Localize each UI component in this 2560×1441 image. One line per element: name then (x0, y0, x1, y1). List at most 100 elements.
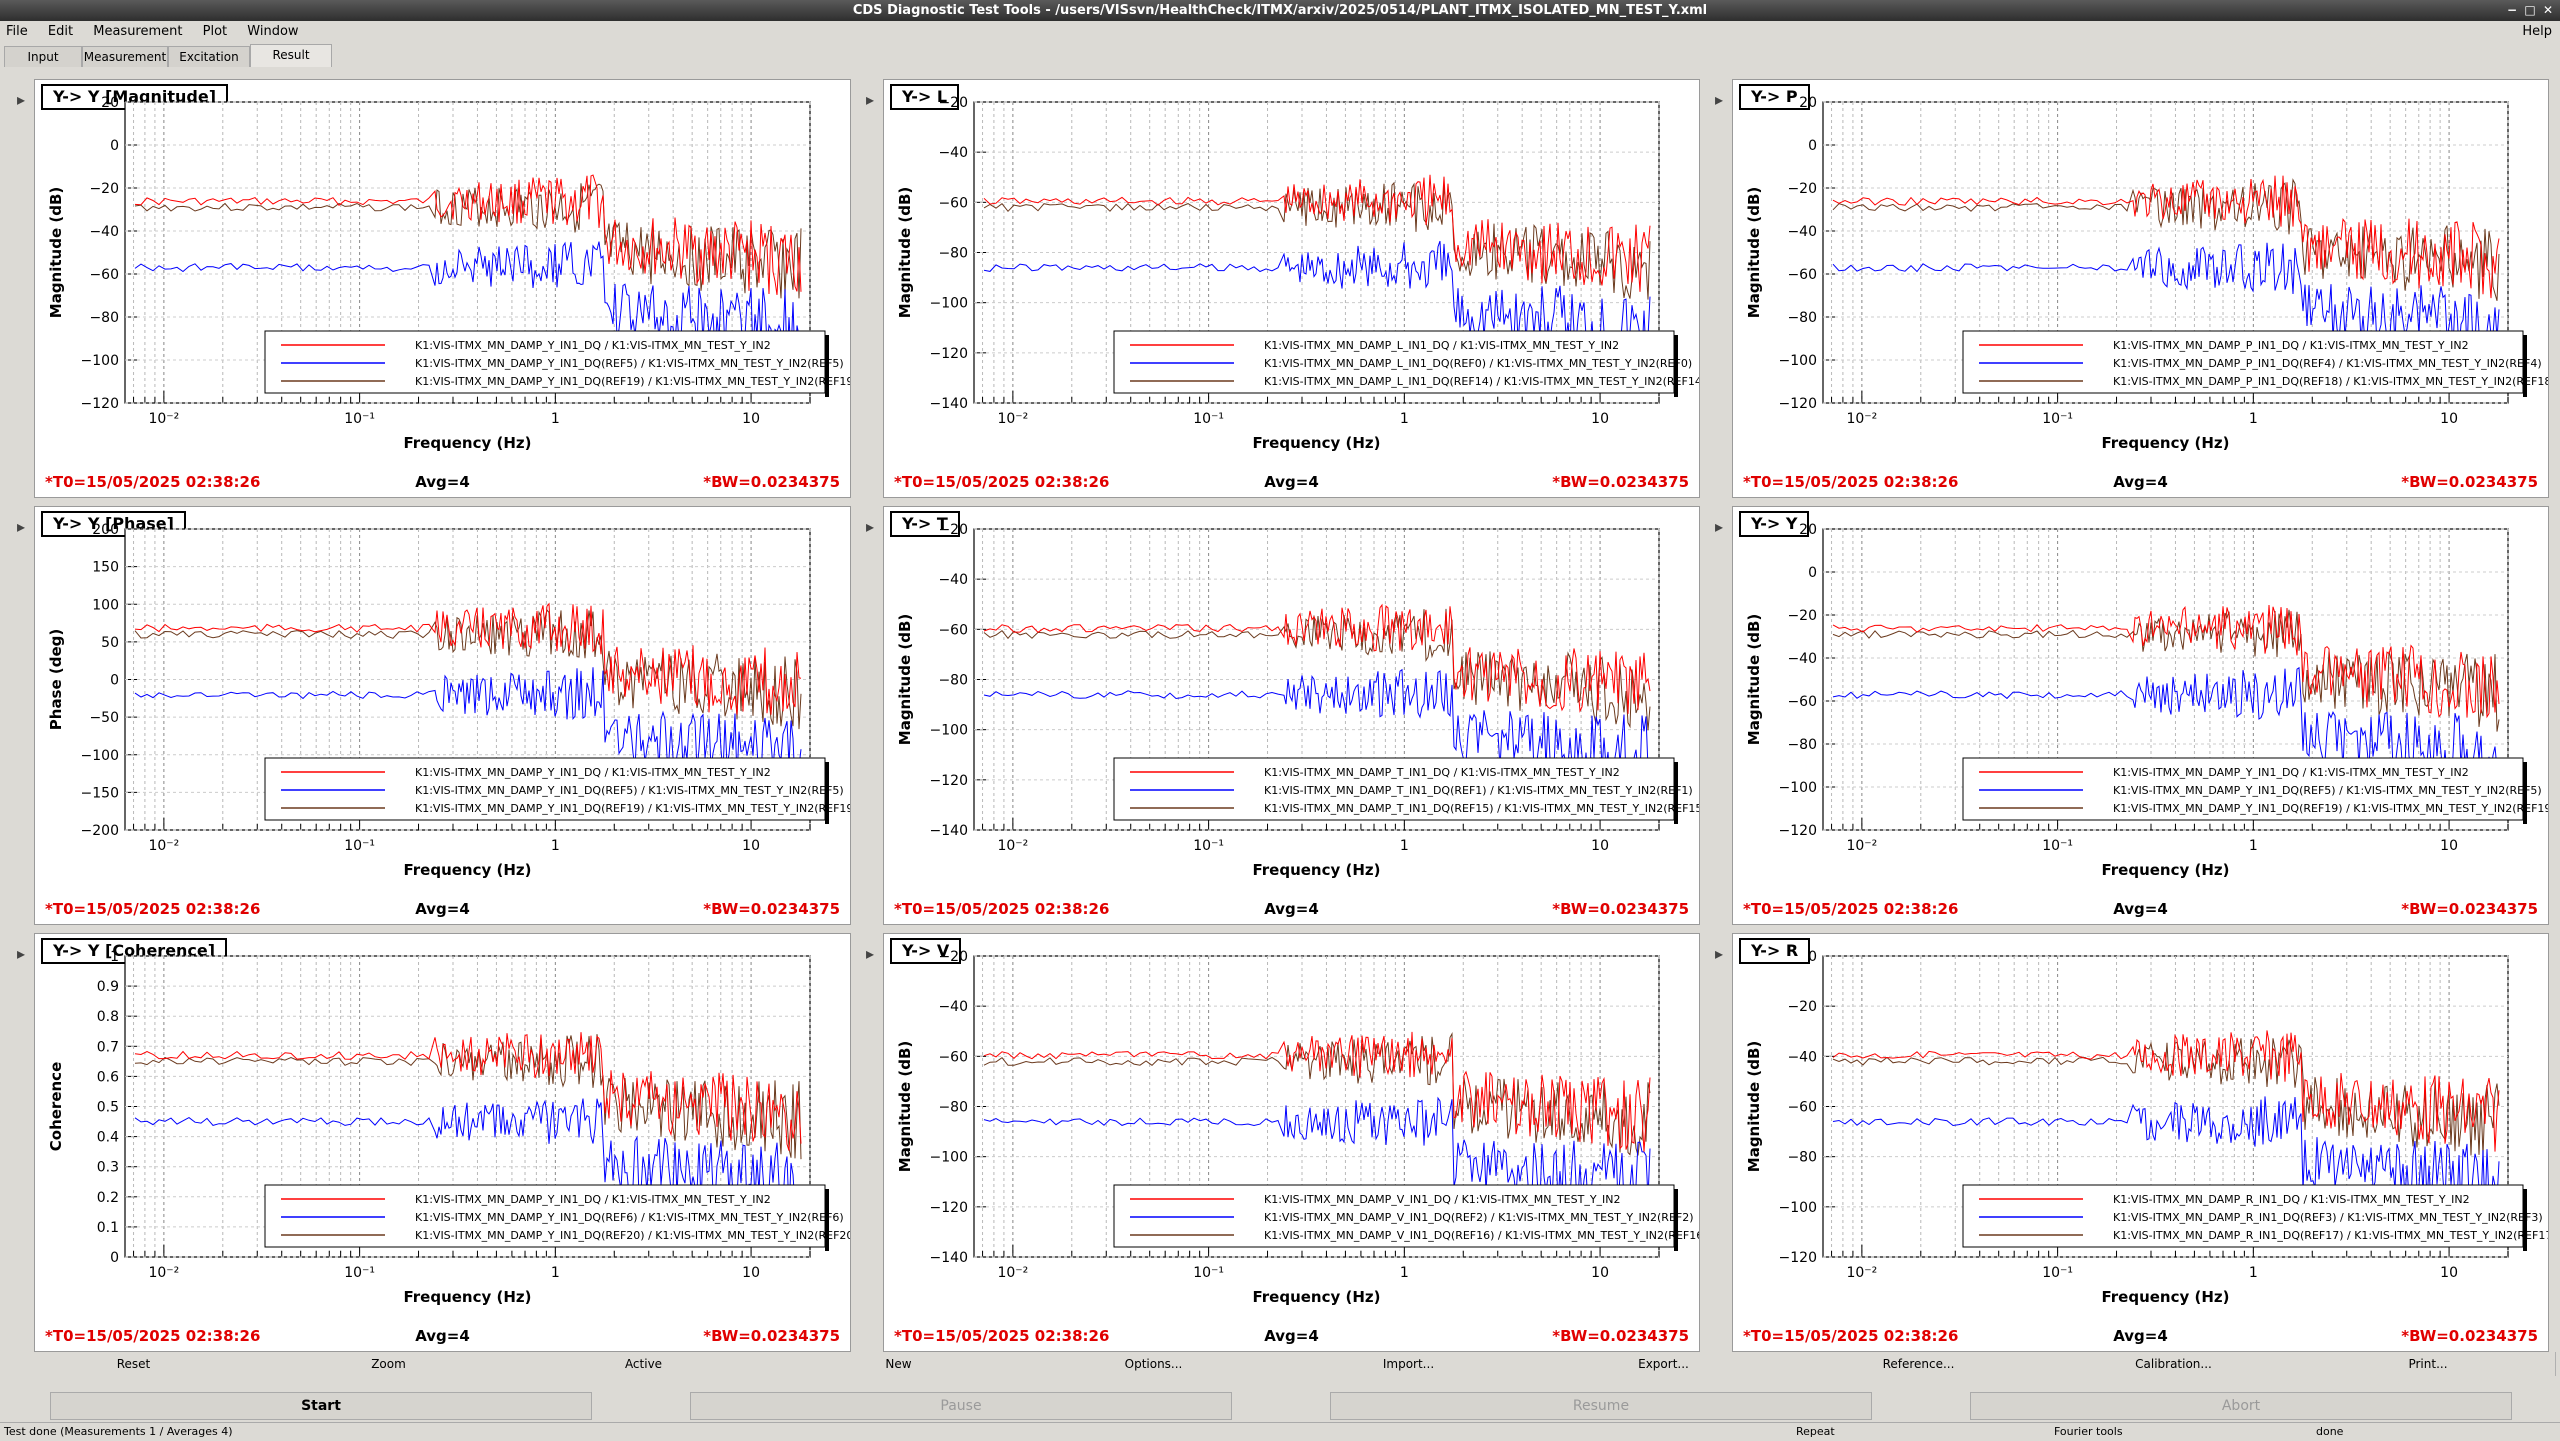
plot-area[interactable]: 0 −20 −40 −60 −80 −100 −120 10⁻² 10⁻¹ 1 10 Frequenc… (1733, 934, 2548, 1351)
menu-edit[interactable]: Edit (47, 24, 74, 39)
plot-pad-1[interactable]: Y-> Y [Magnitude] ▸ 20 0 −20 −40 −60 −80 −100 −12… (17, 79, 851, 498)
import-button[interactable]: Import... (1281, 1352, 1537, 1376)
close-icon[interactable]: ✕ (2542, 3, 2554, 17)
plot-title[interactable]: Y-> P (1739, 84, 1810, 110)
resume-button[interactable]: Resume (1330, 1392, 1872, 1420)
pad-select-icon[interactable]: ▸ (866, 517, 875, 536)
x-tick-label: 10 (1591, 411, 1609, 427)
y-tick-label: 0.9 (97, 979, 119, 995)
trace-2 (134, 241, 802, 365)
x-tick-label: 10⁻² (1846, 1265, 1877, 1281)
tab-bar: Input Measurement Excitation Result (0, 44, 2560, 67)
zoom-button[interactable]: Zoom (261, 1352, 517, 1376)
tab-result[interactable]: Result (250, 44, 332, 67)
y-tick-label: −100 (930, 1150, 968, 1166)
plot-pad-2[interactable]: Y-> L ▸ −20 −40 −60 −80 −100 −120 −140 10⁻² 10⁻¹ 1 1… (866, 79, 1700, 498)
y-tick-label: 150 (92, 560, 119, 576)
x-tick-label: 10⁻¹ (2042, 1265, 2073, 1281)
pad-select-icon[interactable]: ▸ (17, 90, 26, 109)
trace-2 (983, 240, 1651, 359)
trace-3 (1832, 175, 2500, 299)
avg-label: Avg=4 (2113, 473, 2168, 491)
plot-area[interactable]: 1 0.9 0.8 0.7 0.6 0.5 0.4 0.3 0.2 0.1 0 10⁻² 10⁻¹ 1 10… (35, 934, 850, 1351)
pad-select-icon[interactable]: ▸ (866, 90, 875, 109)
options-button[interactable]: Options... (1026, 1352, 1282, 1376)
plot-area[interactable]: −20 −40 −60 −80 −100 −120 −140 10⁻² 10⁻¹ 1 10 Frequ… (884, 507, 1699, 924)
pause-button[interactable]: Pause (690, 1392, 1232, 1420)
menu-measurement[interactable]: Measurement (93, 24, 183, 39)
x-tick-label: 10⁻² (1846, 838, 1877, 854)
y-tick-label: −80 (938, 673, 968, 689)
plot-pad-7[interactable]: Y-> Y [Coherence] ▸ 1 0.9 0.8 0.7 0.6 0.5 0.4 0.3… (17, 933, 851, 1352)
plot-area[interactable]: −20 −40 −60 −80 −100 −120 −140 10⁻² 10⁻¹ 1 10 Frequ… (884, 80, 1699, 497)
plot-title[interactable]: Y-> Y (1739, 511, 1810, 537)
reset-button[interactable]: Reset (6, 1352, 262, 1376)
print-button[interactable]: Print... (2301, 1352, 2556, 1376)
plot-pad-5[interactable]: Y-> T ▸ −20 −40 −60 −80 −100 −120 −140 10⁻² 10⁻¹ 1 1… (866, 506, 1700, 925)
plot-area[interactable]: 200 150 100 50 0 −50 −100 −150 −200 10⁻² 10⁻¹ 1 10 Fr… (35, 507, 850, 924)
start-button[interactable]: Start (50, 1392, 592, 1420)
x-tick-label: 1 (1400, 411, 1409, 427)
pad-select-icon[interactable]: ▸ (866, 944, 875, 963)
plot-pad-9[interactable]: Y-> R ▸ 0 −20 −40 −60 −80 −100 −120 10⁻² 10⁻¹ 1 10 Fr… (1715, 933, 2549, 1352)
trace-2 (1832, 1096, 2500, 1214)
x-axis-label: Frequency (Hz) (1252, 1288, 1380, 1306)
t0-label: *T0=15/05/2025 02:38:26 (1743, 473, 1959, 491)
tab-excitation[interactable]: Excitation (168, 46, 250, 67)
menu-window[interactable]: Window (247, 24, 299, 39)
active-button[interactable]: Active (516, 1352, 772, 1376)
pad-select-icon[interactable]: ▸ (17, 944, 26, 963)
calibration-button[interactable]: Calibration... (2046, 1352, 2302, 1376)
tab-input[interactable]: Input (4, 46, 82, 67)
plot-pad-6[interactable]: Y-> Y ▸ 20 0 −20 −40 −60 −80 −100 −120 10⁻² 10⁻¹ 1 10… (1715, 506, 2549, 925)
legend-entry: K1:VIS-ITMX_MN_DAMP_L_IN1_DQ(REF0) / K1:… (1264, 357, 1692, 370)
new-button[interactable]: New (771, 1352, 1027, 1376)
plot-title[interactable]: Y-> T (890, 511, 960, 537)
minimize-icon[interactable]: − (2506, 3, 2518, 17)
bw-label: *BW=0.0234375 (2401, 473, 2538, 491)
pad-select-icon[interactable]: ▸ (17, 517, 26, 536)
plot-title[interactable]: Y-> Y [Coherence] (41, 938, 228, 964)
plot-area[interactable]: 20 0 −20 −40 −60 −80 −100 −120 10⁻² 10⁻¹ 1 10 Freque… (1733, 507, 2548, 924)
pad-select-icon[interactable]: ▸ (1715, 90, 1724, 109)
y-tick-label: −20 (1787, 181, 1817, 197)
y-tick-label: 20 (1799, 95, 1817, 111)
menu-help[interactable]: Help (2522, 24, 2552, 39)
x-axis-label: Frequency (Hz) (1252, 434, 1380, 452)
abort-button[interactable]: Abort (1970, 1392, 2512, 1420)
t0-label: *T0=15/05/2025 02:38:26 (45, 473, 261, 491)
tab-measurement[interactable]: Measurement (82, 46, 168, 67)
menu-plot[interactable]: Plot (202, 24, 228, 39)
plot-area[interactable]: −20 −40 −60 −80 −100 −120 −140 10⁻² 10⁻¹ 1 10 Frequ… (884, 934, 1699, 1351)
plot-area[interactable]: 20 0 −20 −40 −60 −80 −100 −120 10⁻² 10⁻¹ 1 10 Freque… (1733, 80, 2548, 497)
legend-entry: K1:VIS-ITMX_MN_DAMP_Y_IN1_DQ / K1:VIS-IT… (2113, 766, 2469, 779)
pad-select-icon[interactable]: ▸ (1715, 517, 1724, 536)
plot-pad-4[interactable]: Y-> Y [Phase] ▸ 200 150 100 50 0 −50 −100 −150 −20… (17, 506, 851, 925)
x-tick-label: 1 (551, 838, 560, 854)
plot-pad-3[interactable]: Y-> P ▸ 20 0 −20 −40 −60 −80 −100 −120 10⁻² 10⁻¹ 1 10… (1715, 79, 2549, 498)
plot-area[interactable]: 20 0 −20 −40 −60 −80 −100 −120 10⁻² 10⁻¹ 1 10 Freque… (35, 80, 850, 497)
y-tick-label: 0.3 (97, 1160, 119, 1176)
plot-pad-8[interactable]: Y-> V ▸ −20 −40 −60 −80 −100 −120 −140 10⁻² 10⁻¹ 1 1… (866, 933, 1700, 1352)
y-tick-label: 0.5 (97, 1100, 119, 1116)
maximize-icon[interactable]: □ (2524, 3, 2536, 17)
y-tick-label: −20 (938, 949, 968, 965)
x-tick-label: 10⁻¹ (344, 411, 375, 427)
trace-3 (1832, 1030, 2500, 1152)
menu-file[interactable]: File (6, 24, 28, 39)
y-tick-label: 0.8 (97, 1009, 119, 1025)
pad-select-icon[interactable]: ▸ (1715, 944, 1724, 963)
y-tick-label: −120 (930, 346, 968, 362)
t0-label: *T0=15/05/2025 02:38:26 (894, 900, 1110, 918)
reference-button[interactable]: Reference... (1791, 1352, 2047, 1376)
y-axis-label: Magnitude (dB) (1745, 187, 1763, 318)
export-button[interactable]: Export... (1536, 1352, 1792, 1376)
x-tick-label: 10 (742, 1265, 760, 1281)
plot-title[interactable]: Y-> R (1739, 938, 1811, 964)
y-tick-label: 0 (110, 673, 119, 689)
y-tick-label: 0 (1808, 565, 1817, 581)
x-tick-label: 10 (2440, 1265, 2458, 1281)
plot-title[interactable]: Y-> V (890, 938, 962, 964)
plot-title[interactable]: Y-> L (890, 84, 960, 110)
y-tick-label: 20 (1799, 522, 1817, 538)
